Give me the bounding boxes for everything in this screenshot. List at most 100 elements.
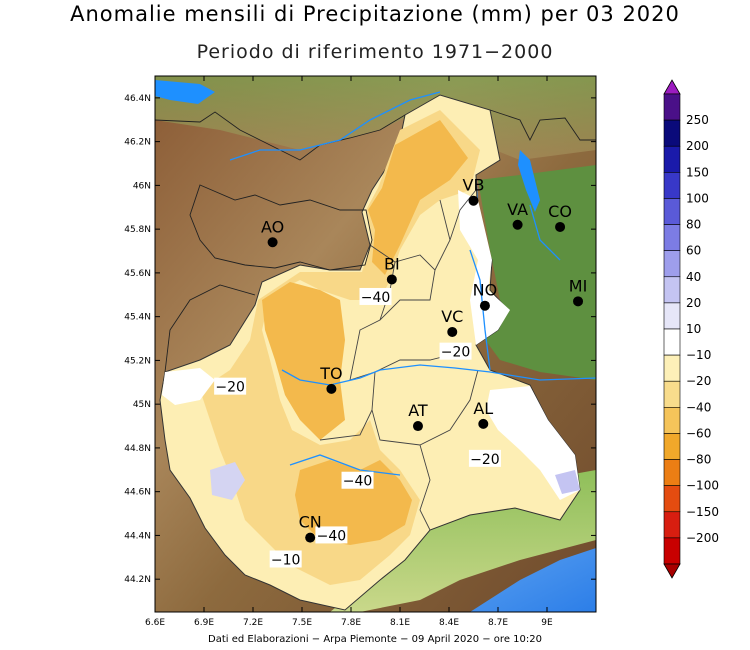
legend-swatch: [663, 224, 681, 251]
city-marker-to: TO: [319, 364, 343, 394]
river-adda: [529, 204, 561, 261]
city-label: VA: [507, 200, 528, 219]
legend-label: 100: [686, 191, 709, 205]
contour-label: −20: [214, 377, 247, 396]
city-dot: [555, 221, 566, 232]
city-label: AO: [261, 217, 284, 236]
city-dot: [267, 237, 278, 248]
map-title: Anomalie mensili di Precipitazione (mm) …: [70, 2, 680, 26]
boundary-line: [419, 444, 431, 531]
lat-tick-label: 45.8N: [124, 225, 151, 235]
city-label: TO: [319, 364, 342, 383]
legend-swatch: [663, 250, 681, 278]
contour-label-box: [269, 550, 302, 568]
latitude-axis: 46.4N 46.2N 46N 45.8N 45.6N 45.4N 45.2N 45N 44.8…: [124, 94, 596, 585]
lon-tick-label: 8.4E: [439, 618, 459, 628]
city-label: CO: [548, 202, 572, 221]
city-dot: [468, 195, 479, 206]
city-marker-no: NO: [473, 281, 498, 311]
river-po: [281, 364, 596, 386]
city-dot: [512, 219, 523, 230]
legend-swatch: [663, 407, 681, 434]
border-france: [164, 284, 256, 373]
city-marker-va: VA: [507, 200, 528, 230]
contour-label: −40: [315, 526, 348, 544]
legend-swatch: [663, 145, 681, 173]
legend-label: 80: [686, 218, 701, 232]
city-label: VC: [441, 307, 463, 326]
positive-anomaly-east: [555, 470, 580, 494]
lombardia-plain: [478, 165, 596, 380]
lat-tick-label: 44.6N: [124, 488, 151, 498]
rivers: [229, 91, 596, 476]
contour-label-box: [359, 287, 392, 305]
lat-tick-label: 45N: [133, 400, 151, 410]
city-marker-vc: VC: [441, 307, 463, 337]
boundary-line: [319, 409, 373, 441]
lat-tick-label: 46N: [133, 181, 151, 191]
city-dot: [479, 300, 490, 311]
lon-tick-label: 9E: [541, 618, 553, 628]
city-dot: [305, 532, 316, 543]
contour-label-text: −40: [317, 528, 347, 544]
city-marker-co: CO: [548, 202, 572, 232]
city-dot: [386, 274, 397, 285]
city-dot: [447, 326, 458, 337]
lat-tick-label: 44.4N: [124, 531, 151, 541]
legend-swatch: [663, 354, 681, 382]
contour-label-box: [341, 471, 374, 489]
legend-label: −20: [686, 374, 711, 388]
legend-swatch: [663, 93, 681, 121]
city-label: AL: [473, 399, 493, 418]
lat-tick-label: 44.8N: [124, 444, 151, 454]
legend-label: −150: [686, 505, 719, 519]
contour-label-box: [439, 342, 472, 360]
legend-label: −80: [686, 453, 711, 467]
legend-swatch: [663, 511, 681, 539]
contour-label: −20: [468, 449, 501, 468]
legend-swatch: [663, 119, 681, 147]
contour-label: −40: [359, 287, 392, 306]
legend-swatch: [663, 328, 681, 356]
contour-labels: −40 −20 −20 −20 −40 −40 −10: [214, 287, 501, 568]
city-dot: [478, 418, 489, 429]
legend-swatch: [663, 433, 681, 460]
legend-swatch: [663, 380, 681, 408]
city-label: NO: [473, 281, 498, 300]
contour-label: −20: [439, 342, 472, 361]
map-subtitle: Periodo di riferimento 1971−2000: [196, 41, 554, 63]
credits-text: Dati ed Elaborazioni − Arpa Piemonte − 0…: [208, 634, 542, 645]
city-marker-bi: BI: [384, 254, 400, 285]
river-tanaro: [289, 454, 401, 476]
lat-tick-label: 45.4N: [124, 313, 151, 323]
border-swiss-lombardy: [489, 109, 596, 142]
map-canvas: [155, 76, 596, 612]
legend-swatch: [663, 302, 681, 330]
legend-swatch: [663, 172, 681, 199]
legend-swatch: [663, 485, 681, 513]
anomaly-band-20-40: [200, 110, 480, 585]
city-label: VB: [463, 176, 485, 195]
lon-tick-label: 8.1E: [390, 618, 410, 628]
legend-swatch: [663, 537, 681, 565]
lon-tick-label: 7.2E: [243, 618, 263, 628]
lago-di-como: [518, 150, 540, 212]
legend-label: −40: [686, 400, 711, 414]
city-marker-vb: VB: [463, 176, 485, 206]
anomaly-zone-north: [368, 120, 468, 275]
contour-label-box: [315, 526, 348, 544]
positive-anomaly-west: [210, 462, 245, 500]
contour-label: −40: [341, 471, 374, 490]
lon-tick-label: 6.9E: [194, 618, 214, 628]
river-rhone: [229, 91, 441, 161]
city-marker-cn: CN: [299, 513, 322, 543]
contour-label-box: [214, 377, 247, 395]
contour-label-text: −20: [470, 452, 500, 468]
contour-label-box: [468, 449, 501, 467]
national-borders: [155, 109, 596, 373]
anomaly-zone-alessandria: [486, 386, 580, 500]
ligurian-sea: [470, 548, 596, 612]
contour-label-text: −40: [343, 474, 373, 490]
legend-label: 10: [686, 322, 701, 336]
